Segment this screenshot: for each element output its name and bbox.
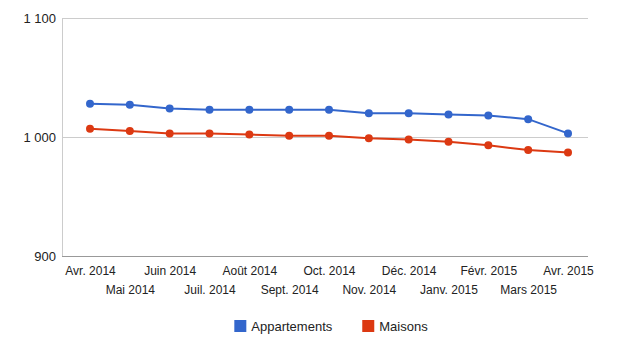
x-tick-label: Oct. 2014 bbox=[303, 264, 355, 278]
x-tick-label: Août 2014 bbox=[222, 264, 277, 278]
plot-area bbox=[86, 100, 572, 157]
chart: 900 1 000 1 100 Avr. 2014 Mai 2014 Juin 2014 J… bbox=[0, 0, 621, 359]
x-tick-label: Mars 2015 bbox=[500, 283, 557, 297]
series-point bbox=[126, 127, 134, 135]
x-tick-label: Avr. 2015 bbox=[543, 264, 594, 278]
series-point bbox=[484, 112, 492, 120]
legend-label: Maisons bbox=[379, 319, 428, 334]
series-line bbox=[90, 104, 568, 134]
x-tick-label: Sept. 2014 bbox=[261, 283, 319, 297]
series-point bbox=[245, 131, 253, 139]
x-tick: Déc. 2014 bbox=[382, 256, 437, 278]
series-point bbox=[285, 106, 293, 114]
x-tick-label: Mai 2014 bbox=[106, 283, 156, 297]
grid-line bbox=[62, 256, 588, 257]
series-point bbox=[445, 138, 453, 146]
y-tick: 1 100 bbox=[23, 11, 588, 26]
legend: Appartements Maisons bbox=[234, 319, 428, 334]
x-tick-label: Janv. 2015 bbox=[420, 283, 478, 297]
x-tick-label: Déc. 2014 bbox=[382, 264, 437, 278]
x-tick: Avr. 2015 bbox=[543, 256, 594, 278]
y-tick: 900 bbox=[34, 249, 588, 264]
legend-swatch bbox=[362, 320, 374, 332]
y-tick-label: 1 000 bbox=[23, 130, 56, 145]
x-tick: Juin 2014 bbox=[144, 256, 196, 278]
x-tick-label: Juil. 2014 bbox=[184, 283, 236, 297]
series-point bbox=[405, 135, 413, 143]
x-tick-label: Juin 2014 bbox=[144, 264, 196, 278]
y-tick-label: 1 100 bbox=[23, 11, 56, 26]
series-point bbox=[524, 146, 532, 154]
x-tick-label: Avr. 2014 bbox=[65, 264, 116, 278]
series-point bbox=[564, 129, 572, 137]
series-point bbox=[365, 109, 373, 117]
x-tick: Oct. 2014 bbox=[303, 256, 355, 278]
legend-item: Maisons bbox=[362, 319, 428, 334]
series-point bbox=[445, 110, 453, 118]
series-point bbox=[86, 100, 94, 108]
series-point bbox=[206, 106, 214, 114]
series-point bbox=[365, 134, 373, 142]
x-tick: Avr. 2014 bbox=[65, 256, 116, 278]
y-tick: 1 000 bbox=[23, 130, 588, 145]
x-tick-label: Févr. 2015 bbox=[460, 264, 517, 278]
series-point bbox=[285, 132, 293, 140]
x-axis-line bbox=[91, 256, 569, 257]
series-point bbox=[166, 104, 174, 112]
series-point bbox=[325, 106, 333, 114]
y-axis: 900 1 000 1 100 bbox=[23, 11, 588, 264]
series-line bbox=[90, 129, 568, 153]
series-point bbox=[86, 125, 94, 133]
legend-swatch bbox=[234, 320, 246, 332]
series-point bbox=[325, 132, 333, 140]
x-tick: Févr. 2015 bbox=[460, 256, 517, 278]
series-point bbox=[206, 129, 214, 137]
y-tick-label: 900 bbox=[34, 249, 56, 264]
series-point bbox=[484, 141, 492, 149]
series-point bbox=[564, 148, 572, 156]
series-point bbox=[245, 106, 253, 114]
series-point bbox=[126, 101, 134, 109]
grid-line bbox=[62, 137, 588, 138]
grid-line bbox=[62, 18, 588, 19]
x-axis: Avr. 2014 Mai 2014 Juin 2014 Juil. 2014 Août… bbox=[65, 256, 594, 297]
x-tick-label: Nov. 2014 bbox=[342, 283, 396, 297]
legend-item: Appartements bbox=[234, 319, 332, 334]
series-point bbox=[405, 109, 413, 117]
series-point bbox=[166, 129, 174, 137]
legend-label: Appartements bbox=[251, 319, 332, 334]
x-tick: Août 2014 bbox=[222, 256, 277, 278]
series-point bbox=[524, 115, 532, 123]
